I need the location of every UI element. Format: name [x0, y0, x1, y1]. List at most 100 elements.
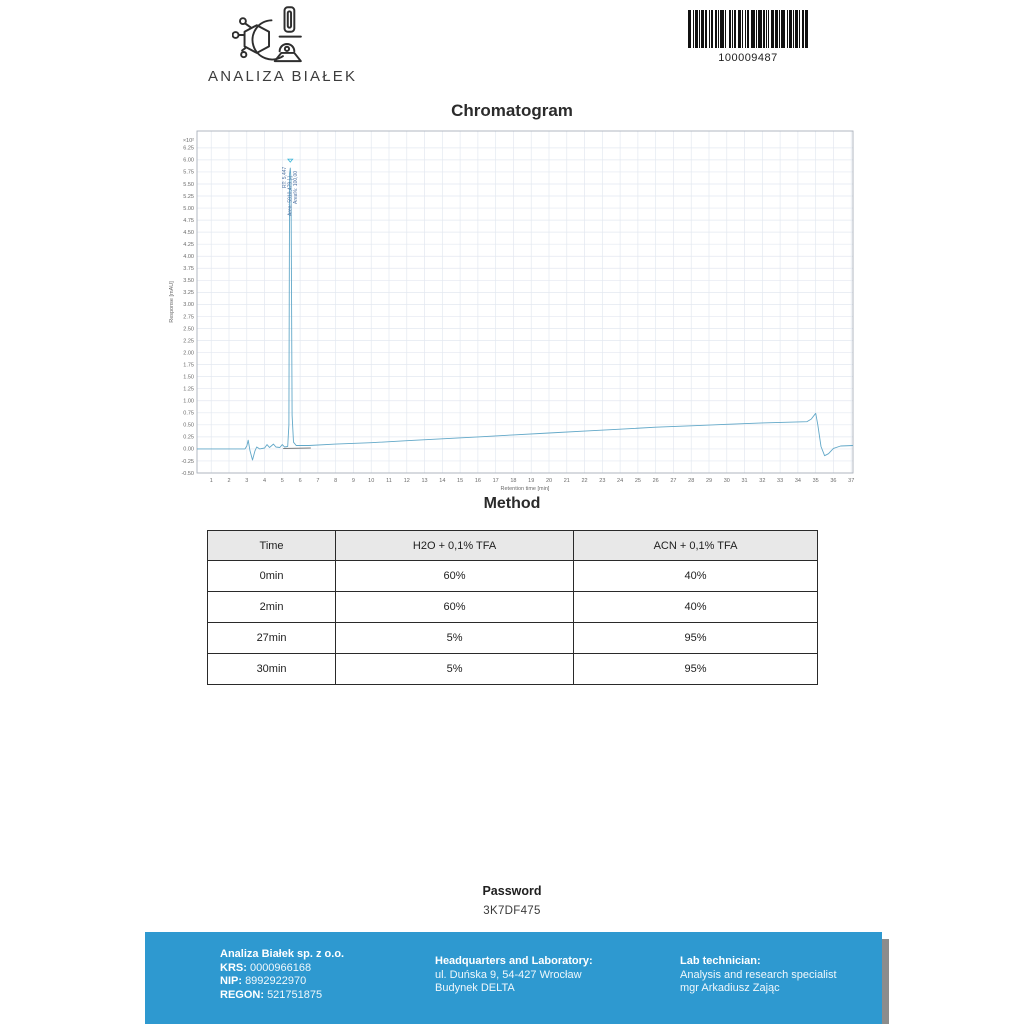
svg-text:15: 15 — [457, 478, 463, 484]
svg-text:4.50: 4.50 — [183, 230, 194, 236]
svg-text:Response [mAU]: Response [mAU] — [169, 281, 175, 323]
svg-text:2.50: 2.50 — [183, 326, 194, 332]
svg-text:-0.25: -0.25 — [181, 459, 194, 465]
svg-text:5: 5 — [281, 478, 284, 484]
barcode-number: 100009487 — [718, 52, 778, 64]
table-row: 27min 5% 95% — [206, 622, 819, 654]
footer: Analiza Białek sp. z o.o. KRS: 000096616… — [145, 932, 882, 1024]
svg-text:1.50: 1.50 — [183, 374, 194, 380]
company-nip: NIP: 8992922970 — [220, 975, 307, 987]
svg-text:21: 21 — [564, 478, 570, 484]
svg-text:30: 30 — [724, 478, 730, 484]
cell-acn: 40% — [572, 591, 819, 623]
svg-text:3: 3 — [245, 478, 248, 484]
svg-text:24: 24 — [617, 478, 623, 484]
svg-text:0.50: 0.50 — [183, 423, 194, 429]
svg-text:×10²: ×10² — [183, 138, 194, 144]
svg-text:33: 33 — [777, 478, 783, 484]
svg-text:35: 35 — [813, 478, 819, 484]
cell-h2o: 5% — [335, 622, 574, 654]
svg-text:Retention time [min]: Retention time [min] — [501, 486, 550, 492]
cell-time: 2min — [206, 591, 337, 623]
svg-text:25: 25 — [635, 478, 641, 484]
svg-text:6: 6 — [299, 478, 302, 484]
cell-acn: 95% — [572, 653, 819, 685]
svg-text:34: 34 — [795, 478, 801, 484]
logo: ANALIZA BIAŁEK — [208, 4, 355, 85]
svg-text:RT: 5,447: RT: 5,447 — [282, 166, 288, 188]
svg-text:2.25: 2.25 — [183, 338, 194, 344]
cell-time: 27min — [206, 622, 337, 654]
svg-text:5.25: 5.25 — [183, 194, 194, 200]
svg-text:2: 2 — [227, 478, 230, 484]
svg-text:4: 4 — [263, 478, 266, 484]
chromatogram-svg: RT: 5,447 Area: 5910,479 [-] Area%: 100,00… — [169, 130, 854, 492]
tech-role: Analysis and research specialist — [680, 968, 837, 981]
cell-time: 0min — [206, 560, 337, 592]
svg-text:3.50: 3.50 — [183, 278, 194, 284]
molecule-microscope-icon — [232, 6, 302, 63]
cell-h2o: 60% — [335, 591, 574, 623]
svg-text:5.75: 5.75 — [183, 170, 194, 176]
svg-text:5.00: 5.00 — [183, 206, 194, 212]
svg-text:14: 14 — [439, 478, 445, 484]
svg-text:2.00: 2.00 — [183, 350, 194, 356]
svg-text:3.25: 3.25 — [183, 290, 194, 296]
svg-text:3.75: 3.75 — [183, 266, 194, 272]
svg-text:17: 17 — [493, 478, 499, 484]
svg-text:20: 20 — [546, 478, 552, 484]
svg-text:22: 22 — [581, 478, 587, 484]
password-title: Password — [482, 884, 542, 898]
cell-time: 30min — [206, 653, 337, 685]
company-name: Analiza Białek sp. z o.o. — [220, 948, 345, 960]
svg-text:31: 31 — [741, 478, 747, 484]
hq-title: Headquarters and Laboratory: — [435, 955, 593, 967]
company-regon: REGON: 521751875 — [220, 988, 323, 1001]
col-header-time: Time — [206, 530, 337, 561]
footer-hq-block: Headquarters and Laboratory: ul. Duńska … — [435, 955, 593, 996]
svg-text:Area: 5910,479 [-]: Area: 5910,479 [-] — [287, 175, 293, 216]
table-header-row: Time H2O + 0,1% TFA ACN + 0,1% TFA — [206, 530, 819, 561]
svg-text:32: 32 — [759, 478, 765, 484]
svg-text:4.25: 4.25 — [183, 242, 194, 248]
chromatogram-chart: RT: 5,447 Area: 5910,479 [-] Area%: 100,00… — [165, 128, 858, 492]
svg-text:37: 37 — [848, 478, 854, 484]
svg-text:9: 9 — [352, 478, 355, 484]
cell-acn: 95% — [572, 622, 819, 654]
svg-text:27: 27 — [670, 478, 676, 484]
svg-text:1.00: 1.00 — [183, 399, 194, 405]
table-row: 2min 60% 40% — [206, 591, 819, 623]
table-row: 0min 60% 40% — [206, 560, 819, 592]
svg-text:18: 18 — [510, 478, 516, 484]
svg-text:5.50: 5.50 — [183, 182, 194, 188]
svg-text:29: 29 — [706, 478, 712, 484]
footer-shadow — [882, 939, 889, 1024]
svg-text:23: 23 — [599, 478, 605, 484]
svg-text:4.75: 4.75 — [183, 218, 194, 224]
svg-text:6.00: 6.00 — [183, 158, 194, 164]
svg-text:0.00: 0.00 — [183, 447, 194, 453]
svg-text:-0.50: -0.50 — [181, 471, 194, 477]
hq-building: Budynek DELTA — [435, 982, 515, 994]
svg-text:36: 36 — [830, 478, 836, 484]
svg-text:19: 19 — [528, 478, 534, 484]
svg-text:4.00: 4.00 — [183, 254, 194, 260]
cell-h2o: 5% — [335, 653, 574, 685]
footer-tech-block: Lab technician: Analysis and research sp… — [680, 955, 837, 996]
col-header-acn: ACN + 0,1% TFA — [572, 530, 819, 561]
svg-text:1.25: 1.25 — [183, 387, 194, 393]
svg-text:7: 7 — [316, 478, 319, 484]
table-row: 30min 5% 95% — [206, 653, 819, 685]
svg-text:26: 26 — [653, 478, 659, 484]
svg-text:12: 12 — [404, 478, 410, 484]
svg-text:0.75: 0.75 — [183, 411, 194, 417]
cell-h2o: 60% — [335, 560, 574, 592]
svg-text:6.25: 6.25 — [183, 146, 194, 152]
svg-text:28: 28 — [688, 478, 694, 484]
svg-text:10: 10 — [368, 478, 374, 484]
cell-acn: 40% — [572, 560, 819, 592]
tech-name: mgr Arkadiusz Zając — [680, 982, 780, 994]
svg-text:8: 8 — [334, 478, 337, 484]
footer-company-block: Analiza Białek sp. z o.o. KRS: 000096616… — [220, 948, 344, 1002]
company-krs: KRS: 0000966168 — [220, 961, 312, 974]
